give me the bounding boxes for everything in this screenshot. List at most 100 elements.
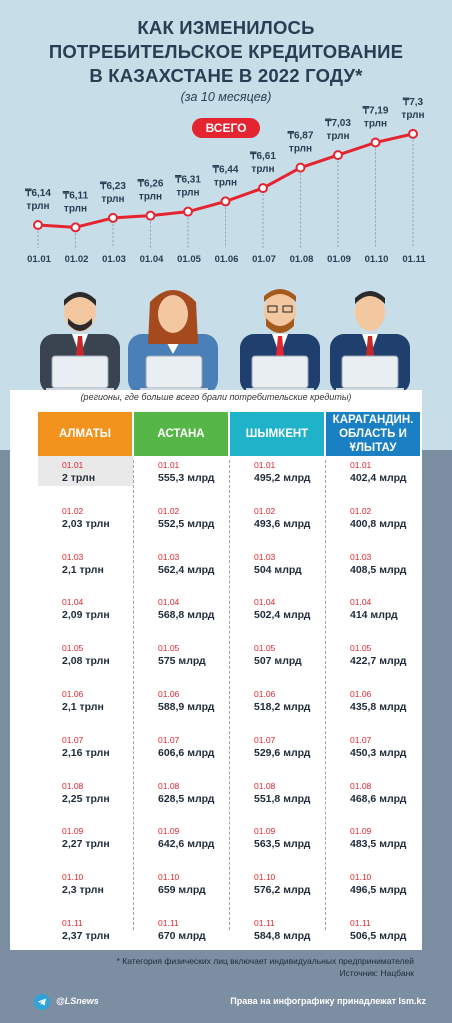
table-cell: 01.05 422,7 млрд — [326, 643, 420, 689]
table-cell: 01.11 670 млрд — [134, 918, 228, 964]
value-unit-4: трлн — [176, 188, 199, 199]
table-cell: 01.11 2,37 трлн — [38, 918, 132, 964]
cell-value: 563,5 млрд — [254, 838, 311, 851]
cell-date: 01.03 — [254, 551, 276, 562]
cell-value: 2,27 трлн — [62, 838, 110, 851]
cell-date: 01.03 — [158, 551, 180, 562]
value-label-9: ₸7,19 — [362, 106, 389, 117]
cell-date: 01.11 — [254, 917, 275, 928]
cell-date: 01.08 — [350, 780, 372, 791]
subtitle: (за 10 месяцев) — [180, 90, 272, 104]
cell-date: 01.01 — [350, 460, 372, 470]
cell-date: 01.01 — [62, 460, 84, 470]
total-badge: ВСЕГО — [192, 118, 260, 138]
title-line-2: ПОТРЕБИТЕЛЬСКОЕ КРЕДИТОВАНИЕ — [48, 41, 404, 62]
cell-value: 2 трлн — [62, 472, 96, 484]
cell-date: 01.03 — [350, 551, 372, 562]
table-cell: 01.01 402,4 млрд — [326, 460, 420, 506]
cell-date: 01.09 — [158, 826, 180, 837]
column-header-astana: АСТАНА — [134, 412, 228, 456]
value-unit-7: трлн — [289, 144, 312, 155]
value-unit-5: трлн — [214, 177, 237, 188]
table-cell: 01.10 576,2 млрд — [230, 872, 324, 918]
cell-date: 01.06 — [158, 688, 180, 699]
cell-value: 562,4 млрд — [158, 563, 215, 576]
cell-value: 2,1 трлн — [62, 563, 104, 576]
telegram-icon[interactable] — [34, 994, 50, 1010]
region-column-0: 01.01 2 трлн 01.02 2,03 трлн 01.03 2,1 трлн 01… — [38, 460, 132, 964]
cell-date: 01.07 — [158, 734, 180, 745]
copyright-notice: Права на инфографику принадлежат lsm.kz — [230, 996, 426, 1006]
table-cell: 01.10 659 млрд — [134, 872, 228, 918]
table-cell: 01.07 450,3 млрд — [326, 735, 420, 781]
cell-value: 555,3 млрд — [158, 472, 215, 484]
footer: @LSnews Права на инфографику принадлежат… — [0, 988, 452, 1016]
data-point-7 — [295, 162, 306, 173]
cell-date: 01.05 — [254, 643, 276, 654]
cell-date: 01.10 — [254, 872, 276, 883]
value-unit-10: трлн — [401, 110, 424, 121]
value-label-4: ₸6,31 — [174, 175, 201, 186]
cell-value: 400,8 млрд — [350, 517, 407, 530]
cell-value: 642,6 млрд — [158, 838, 215, 851]
table-cell: 01.03 504 млрд — [230, 552, 324, 598]
cell-value: 575 млрд — [158, 655, 206, 668]
title-line-1: КАК ИЗМЕНИЛОСЬ — [137, 17, 315, 38]
region-column-2: 01.01 495,2 млрд 01.02 493,6 млрд 01.03 504 м… — [229, 460, 324, 964]
cell-date: 01.02 — [254, 505, 276, 516]
table-cell: 01.08 2,25 трлн — [38, 781, 132, 827]
cell-value: 552,5 млрд — [158, 517, 215, 530]
cell-value: 2,09 трлн — [62, 609, 110, 622]
table-cell: 01.06 2,1 трлн — [38, 689, 132, 735]
social-handle[interactable]: @LSnews — [56, 996, 99, 1006]
value-label-6: ₸6,61 — [249, 151, 276, 162]
footnote-source: Источник: Нацбанк — [339, 968, 414, 978]
x-tick-label-8: 01.09 — [327, 254, 351, 265]
laptop-4-icon — [336, 355, 404, 393]
cell-date: 01.04 — [350, 597, 372, 608]
cell-date: 01.05 — [158, 643, 180, 654]
cell-date: 01.02 — [62, 505, 84, 516]
table-cell: 01.07 606,6 млрд — [134, 735, 228, 781]
laptop-3-icon — [246, 355, 314, 393]
regions-table-body: 01.01 2 трлн 01.02 2,03 трлн 01.03 2,1 трлн 01… — [38, 460, 420, 964]
value-unit-3: трлн — [139, 192, 162, 203]
value-unit-8: трлн — [326, 131, 349, 142]
x-tick-label-3: 01.04 — [140, 254, 164, 265]
regions-table-header: АЛМАТЫ АСТАНА ШЫМКЕНТ КАРАГАНДИН. ОБЛАСТ… — [38, 412, 420, 456]
value-label-10: ₸7,3 — [402, 97, 424, 108]
table-cell: 01.06 518,2 млрд — [230, 689, 324, 735]
cell-value: 483,5 млрд — [350, 838, 407, 851]
x-tick-label-10: 01.11 — [402, 254, 426, 265]
cell-date: 01.10 — [350, 872, 372, 883]
cell-value: 2,25 трлн — [62, 792, 110, 805]
cell-value: 588,9 млрд — [158, 700, 215, 713]
value-label-5: ₸6,44 — [212, 164, 239, 175]
cell-value: 551,8 млрд — [254, 792, 311, 805]
cell-date: 01.11 — [350, 917, 371, 928]
table-cell: 01.08 628,5 млрд — [134, 781, 228, 827]
table-cell: 01.04 414 млрд — [326, 597, 420, 643]
cell-value: 495,2 млрд — [254, 472, 311, 484]
table-cell: 01.03 562,4 млрд — [134, 552, 228, 598]
cell-date: 01.01 — [158, 460, 180, 470]
column-header-karaganda: КАРАГАНДИН. ОБЛАСТЬ И ҰЛЫТАУ — [326, 412, 420, 456]
x-tick-label-6: 01.07 — [252, 254, 276, 265]
table-cell: 01.07 2,16 трлн — [38, 735, 132, 781]
cell-date: 01.04 — [158, 597, 180, 608]
table-cell: 01.06 588,9 млрд — [134, 689, 228, 735]
cell-value: 402,4 млрд — [350, 472, 407, 484]
cell-value: 493,6 млрд — [254, 517, 311, 530]
laptop-1-icon — [46, 355, 114, 393]
cell-date: 01.10 — [158, 872, 180, 883]
table-cell: 01.02 400,8 млрд — [326, 506, 420, 552]
cell-value: 468,6 млрд — [350, 792, 407, 805]
cell-date: 01.02 — [158, 505, 180, 516]
x-tick-label-5: 01.06 — [215, 254, 239, 265]
cell-value: 450,3 млрд — [350, 746, 407, 759]
cell-value: 518,2 млрд — [254, 700, 311, 713]
footnote-category: * Категория физических лиц включает инди… — [116, 956, 414, 966]
value-unit-6: трлн — [251, 164, 274, 175]
data-point-4 — [183, 206, 193, 217]
cell-date: 01.07 — [350, 734, 372, 745]
